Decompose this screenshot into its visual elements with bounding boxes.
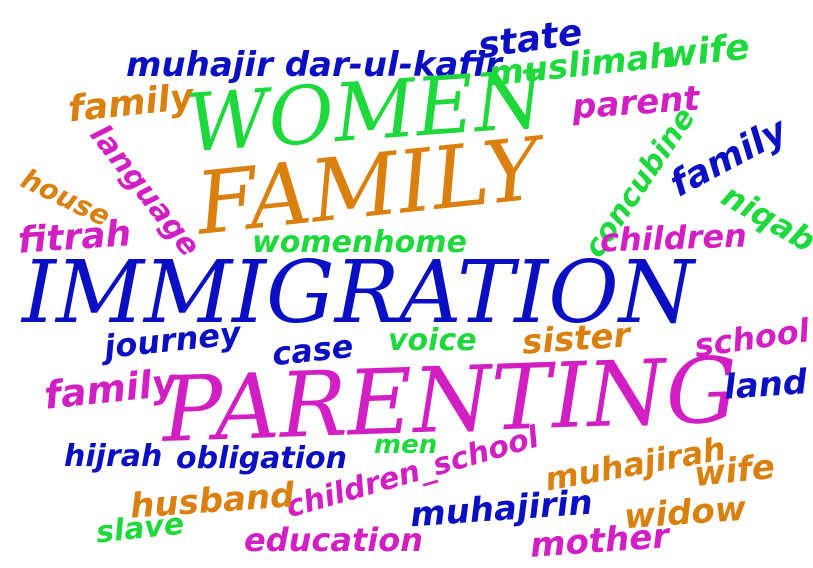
word-education: education xyxy=(244,521,423,559)
word-obligation: obligation xyxy=(176,441,347,476)
word-family-top: family xyxy=(66,76,196,131)
word-muhajir-dar-ul-kafir: muhajir dar-ul-kafir xyxy=(126,45,502,85)
word-womenhome: womenhome xyxy=(252,225,467,260)
word-land: land xyxy=(722,362,809,408)
word-immigration: IMMIGRATION xyxy=(22,243,695,343)
word-voice: voice xyxy=(388,323,477,358)
word-slave: slave xyxy=(94,506,186,551)
word-family-left: family xyxy=(42,360,179,418)
word-men: men xyxy=(374,430,438,460)
word-hijrah: hijrah xyxy=(64,439,163,474)
word-mother: mother xyxy=(528,516,671,566)
word-wife-top: wife xyxy=(662,26,752,77)
word-wife-bottom: wife xyxy=(692,446,777,496)
word-parenting: PARENTING xyxy=(160,337,740,464)
